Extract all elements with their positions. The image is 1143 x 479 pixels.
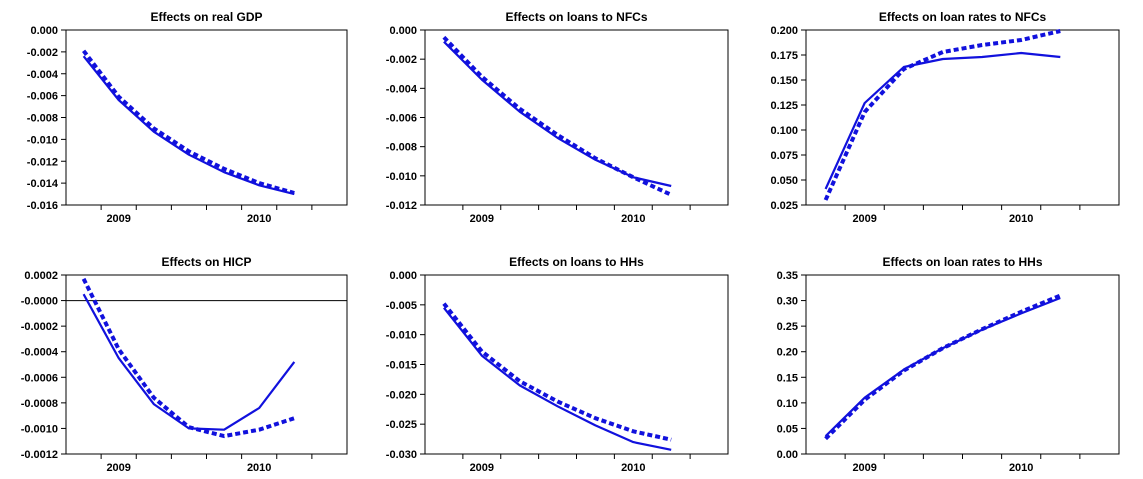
y-tick-label: -0.012: [386, 200, 417, 212]
y-tick-label: -0.010: [386, 171, 417, 183]
y-tick-label: 0.30: [777, 296, 798, 308]
chart-panel-1: Effects on real GDP 0.000 -0.002 -0.004 -0.0…: [27, 10, 348, 225]
y-tick-label: -0.0002: [21, 321, 58, 333]
y-tick-label: -0.025: [386, 419, 417, 431]
y-tick-label: -0.016: [27, 200, 58, 212]
y-tick-label: 0.000: [389, 25, 417, 37]
y-tick-label: -0.010: [386, 330, 417, 342]
y-tick-label: -0.006: [386, 113, 417, 125]
chart-panel-2: Effects on loans to NFCs 0.000 -0.002 -0.00…: [386, 10, 729, 225]
x-tick-label: 2010: [621, 462, 645, 474]
x-tick-label: 2010: [247, 213, 271, 225]
series-line-solid: [443, 40, 672, 188]
y-tick-label: 0.35: [777, 270, 798, 282]
series-line-dotted: [442, 35, 673, 197]
chart-title: Effects on loans to HHs: [509, 255, 644, 269]
y-tick-label: 0.100: [770, 125, 798, 137]
x-tick-label: 2009: [106, 213, 130, 225]
y-tick-label: -0.005: [386, 300, 417, 312]
y-tick-label: -0.006: [27, 91, 58, 103]
x-tick-label: 2009: [852, 462, 876, 474]
plot-frame: [424, 29, 729, 206]
y-tick-label: 0.25: [777, 321, 798, 333]
y-tick-label: 0.20: [777, 347, 798, 359]
series-line-solid: [443, 307, 672, 451]
chart-title: Effects on loan rates to HHs: [882, 255, 1042, 269]
y-tick-label: 0.150: [770, 75, 798, 87]
y-tick-label: -0.020: [386, 389, 417, 401]
y-tick-label: 0.075: [770, 150, 798, 162]
chart-title: Effects on HICP: [161, 255, 251, 269]
x-tick-label: 2010: [621, 213, 645, 225]
y-tick-label: 0.00: [777, 449, 798, 461]
series-line-dotted: [824, 293, 1062, 441]
y-tick-label: -0.0008: [21, 398, 58, 410]
x-tick-label: 2010: [1009, 462, 1033, 474]
y-tick-label: -0.002: [27, 47, 58, 59]
y-tick-label: -0.0010: [21, 423, 58, 435]
y-tick-label: -0.0000: [21, 296, 58, 308]
y-tick-label: 0.200: [770, 25, 798, 37]
series-line-dotted: [82, 49, 295, 195]
y-tick-label: 0.050: [770, 175, 798, 187]
y-tick-label: 0.025: [770, 200, 798, 212]
chart-title: Effects on loans to NFCs: [505, 10, 647, 24]
y-tick-label: 0.000: [30, 25, 58, 37]
series-line-dotted: [442, 302, 672, 442]
plot-frame: [805, 274, 1120, 455]
chart-title: Effects on loan rates to NFCs: [879, 10, 1047, 24]
y-tick-label: -0.004: [386, 83, 418, 95]
y-tick-label: -0.014: [27, 178, 59, 190]
series-line-solid: [82, 293, 296, 431]
series-line-dotted: [823, 29, 1061, 201]
y-tick-label: -0.008: [27, 113, 58, 125]
series-line-solid: [82, 55, 295, 196]
y-tick-label: -0.012: [27, 156, 58, 168]
x-tick-label: 2010: [1009, 213, 1033, 225]
y-tick-label: -0.002: [386, 54, 417, 66]
series-line-dotted: [81, 277, 295, 439]
plot-frame: [65, 274, 348, 455]
plot-frame: [805, 29, 1120, 206]
y-tick-label: 0.10: [777, 398, 798, 410]
y-tick-label: 0.125: [770, 100, 798, 112]
x-tick-label: 2009: [470, 462, 494, 474]
x-tick-label: 2010: [247, 462, 271, 474]
y-tick-label: 0.0002: [24, 270, 58, 282]
chart-panel-4: Effects on HICP 0.0002 -0.0000 -0.0002 -0.00…: [21, 255, 348, 474]
y-tick-label: -0.0012: [21, 449, 58, 461]
y-tick-label: 0.05: [777, 423, 798, 435]
plot-frame: [424, 274, 729, 455]
y-tick-label: -0.0006: [21, 372, 58, 384]
series-line-solid: [824, 296, 1061, 437]
y-tick-label: -0.0004: [21, 347, 59, 359]
chart-title: Effects on real GDP: [150, 10, 262, 24]
y-tick-label: 0.175: [770, 50, 798, 62]
y-tick-label: 0.15: [777, 372, 798, 384]
chart-panel-3: Effects on loan rates to NFCs 0.200 0.175 0…: [770, 10, 1120, 225]
plot-frame: [65, 29, 348, 206]
y-tick-label: 0.000: [389, 270, 417, 282]
chart-panel-6: Effects on loan rates to HHs 0.35 0.30 0.25…: [777, 255, 1120, 474]
x-tick-label: 2009: [852, 213, 876, 225]
y-tick-label: -0.008: [386, 142, 417, 154]
x-tick-label: 2009: [470, 213, 494, 225]
series-line-solid: [824, 51, 1061, 190]
y-tick-label: -0.010: [27, 134, 58, 146]
y-tick-label: -0.030: [386, 449, 417, 461]
y-tick-label: -0.004: [27, 69, 59, 81]
chart-panel-5: Effects on loans to HHs 0.000 -0.005 -0.010…: [386, 255, 729, 474]
y-tick-label: -0.015: [386, 360, 417, 372]
x-tick-label: 2009: [106, 462, 130, 474]
